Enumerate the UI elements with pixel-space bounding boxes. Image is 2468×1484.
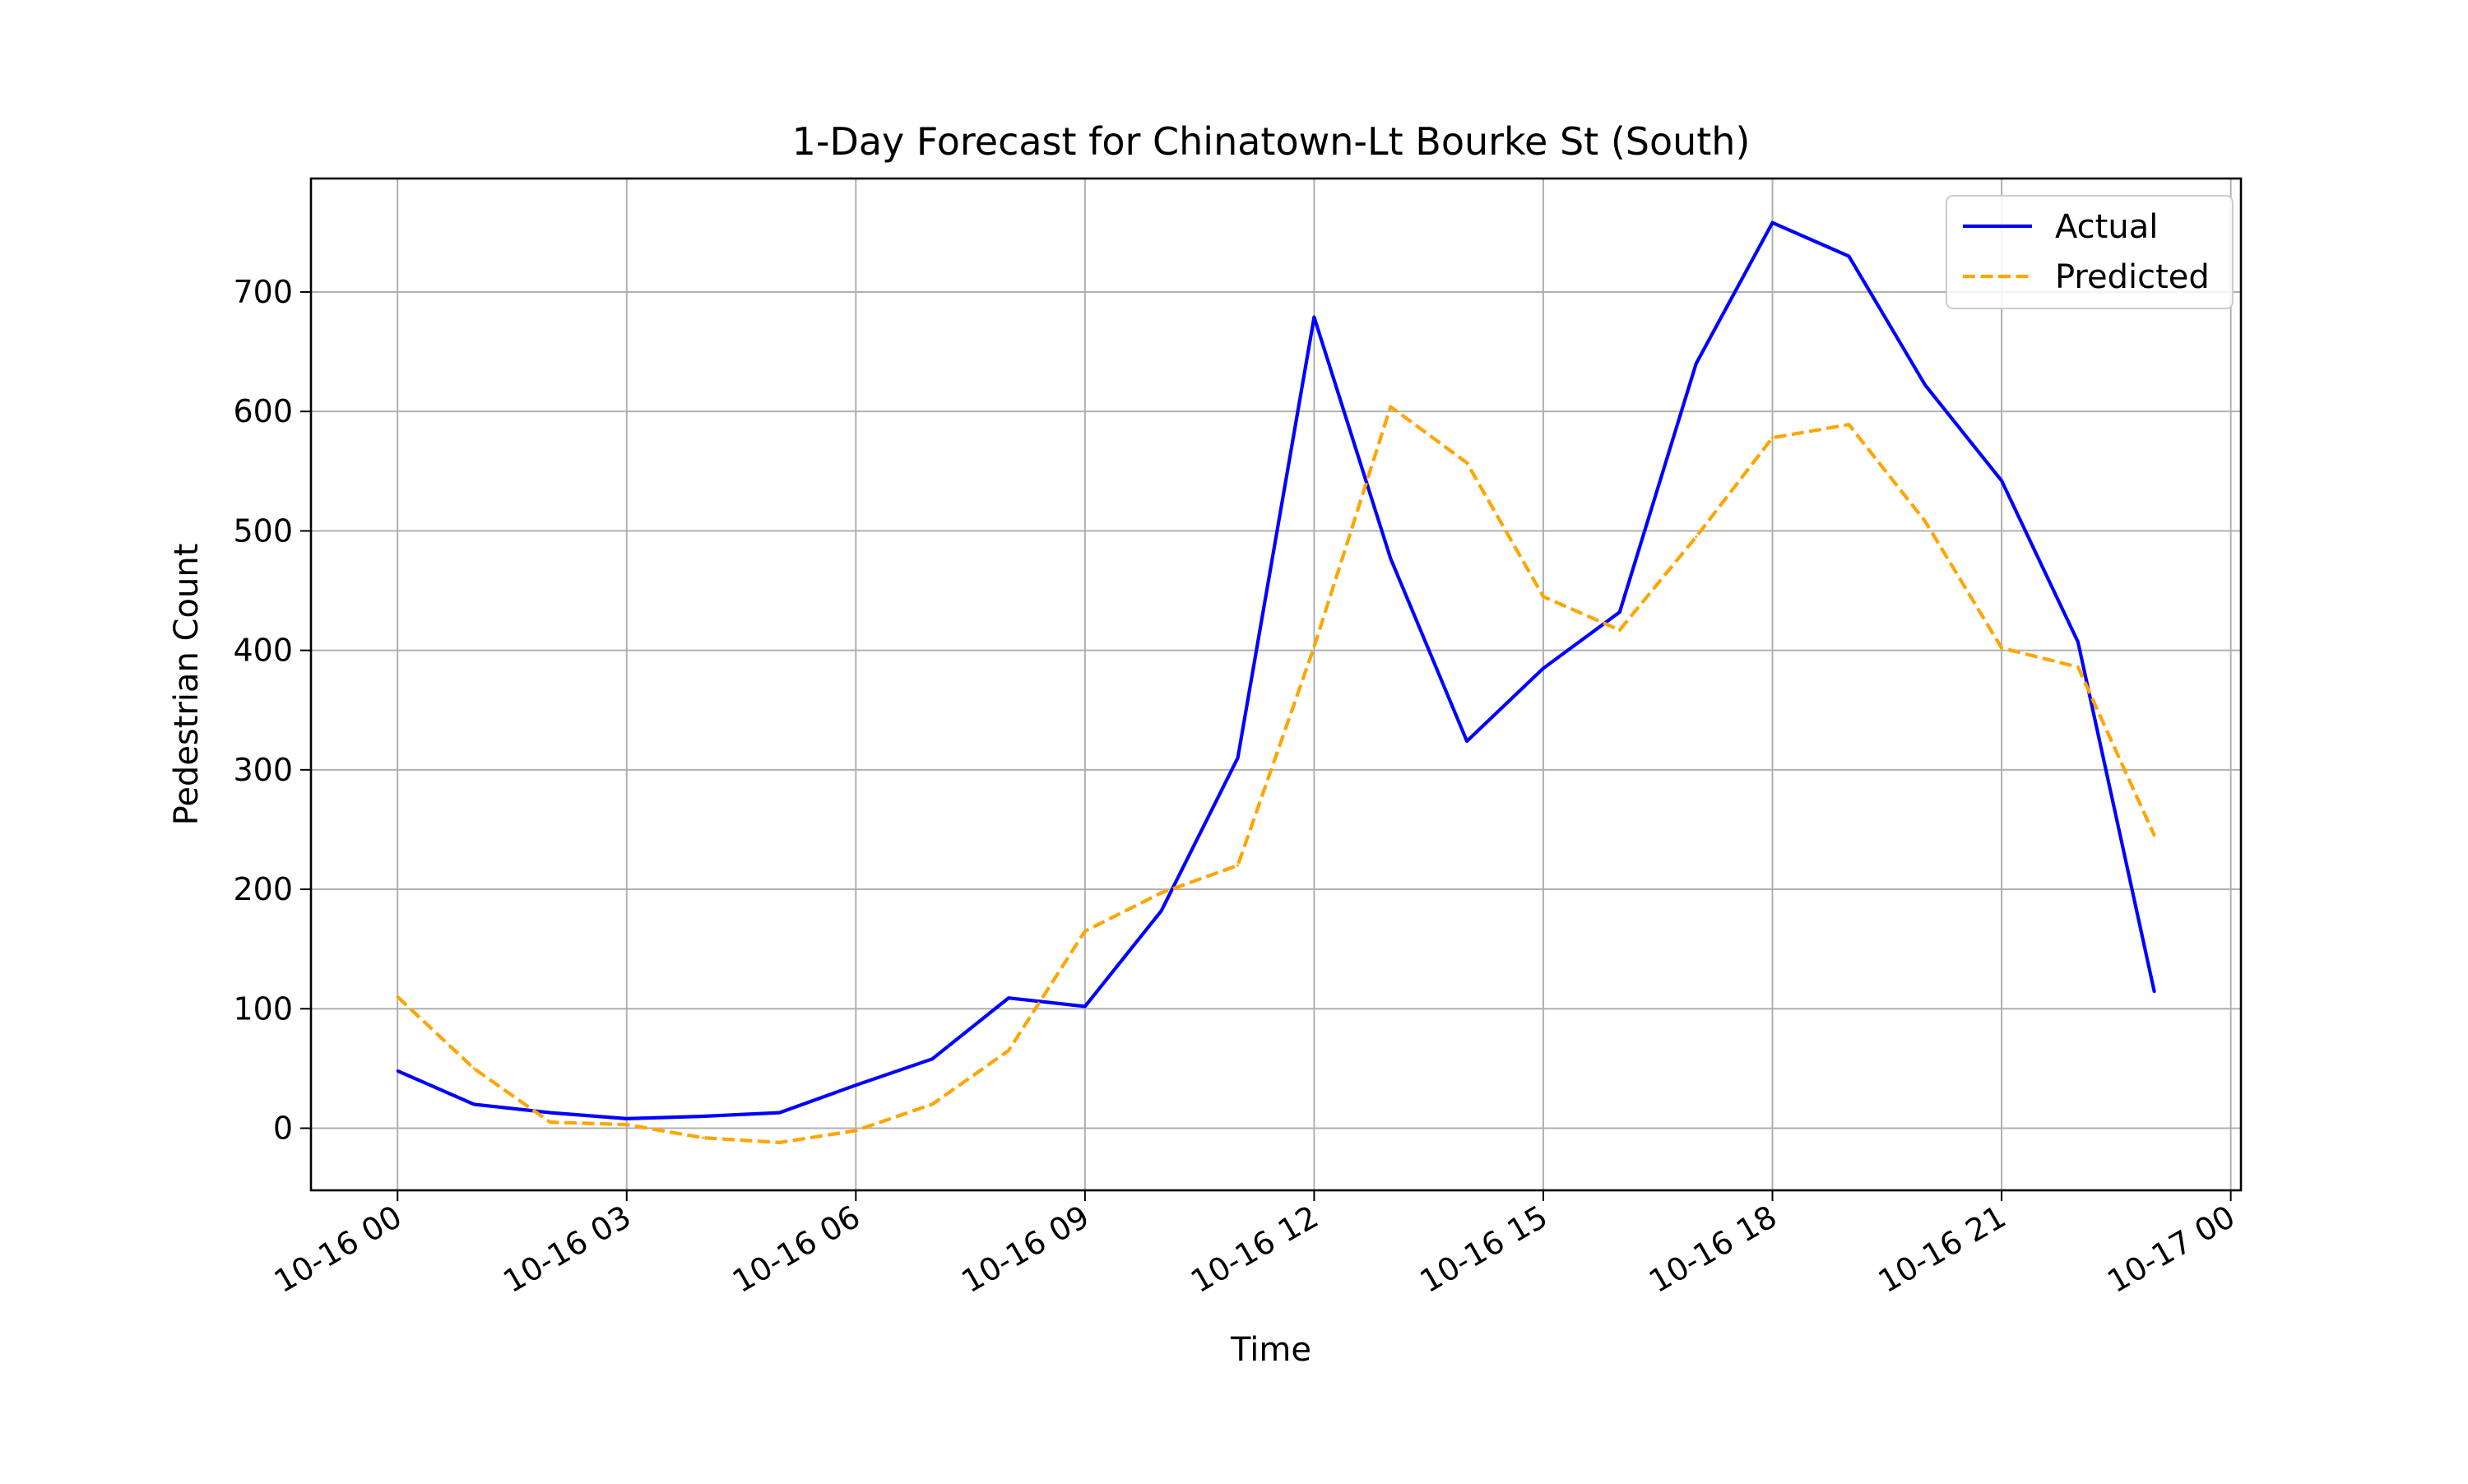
data-point — [1542, 666, 1545, 670]
y-tick-label: 200 — [233, 871, 293, 907]
data-point — [2153, 990, 2156, 994]
data-point — [625, 1123, 629, 1126]
y-tick-label: 600 — [233, 393, 293, 429]
data-point — [472, 1067, 476, 1070]
data-point — [1465, 461, 1468, 465]
data-point — [2000, 479, 2003, 482]
data-point — [1771, 436, 1774, 439]
data-point — [396, 995, 399, 999]
data-point — [1847, 423, 1850, 426]
data-point — [2076, 665, 2080, 669]
series-line-actual — [397, 220, 2156, 1121]
data-point — [1083, 930, 1087, 933]
data-point — [549, 1120, 552, 1124]
data-point — [702, 1136, 705, 1139]
data-point — [1389, 405, 1392, 408]
y-tick-label: 400 — [233, 633, 293, 669]
data-point — [702, 1115, 705, 1118]
data-point — [1465, 740, 1468, 743]
data-point — [625, 1117, 629, 1120]
data-point — [2076, 640, 2080, 643]
data-point — [1771, 221, 1774, 225]
chart-title: 1-Day Forecast for Chinatown-Lt Bourke S… — [792, 119, 1751, 164]
data-point — [549, 1111, 552, 1115]
data-point — [1542, 595, 1545, 598]
data-point — [1847, 254, 1850, 257]
data-point — [1160, 891, 1163, 894]
plot-frame — [309, 177, 2243, 1192]
y-tick-label: 500 — [233, 512, 293, 549]
data-point — [396, 1069, 399, 1073]
data-point — [1007, 1049, 1010, 1052]
data-point — [472, 1102, 476, 1106]
data-point — [1083, 1004, 1087, 1008]
data-point — [854, 1083, 857, 1087]
data-point — [1312, 645, 1315, 648]
legend-label: Predicted — [2055, 258, 2210, 296]
y-tick-label: 100 — [233, 990, 293, 1027]
y-tick-label: 300 — [233, 752, 293, 788]
legend-label: Actual — [2055, 208, 2158, 246]
legend: Actual Predicted — [1946, 195, 2234, 309]
data-point — [2000, 647, 2003, 650]
data-point — [777, 1111, 781, 1115]
data-point — [1007, 996, 1010, 999]
y-tick-label: 0 — [273, 1110, 293, 1146]
data-point — [930, 1102, 934, 1106]
series-layer — [396, 220, 2156, 1145]
x-axis-label: Time — [1230, 1331, 1311, 1369]
data-point — [2153, 834, 2156, 837]
data-point — [854, 1129, 857, 1132]
data-point — [1312, 315, 1315, 318]
data-point — [1618, 610, 1621, 614]
series-predicted — [396, 405, 2156, 1145]
data-point — [1923, 383, 1927, 387]
grid — [311, 179, 2241, 1190]
y-tick-label: 700 — [233, 274, 293, 310]
data-point — [1236, 756, 1240, 759]
data-point — [1618, 628, 1621, 632]
data-point — [1389, 557, 1392, 560]
data-point — [930, 1057, 934, 1060]
data-point — [1695, 362, 1698, 365]
series-line-predicted — [396, 405, 2156, 1145]
y-axis-label: Pedestrian Count — [168, 544, 206, 826]
legend-frame — [1946, 195, 2234, 309]
data-point — [1236, 864, 1240, 867]
data-point — [777, 1141, 781, 1144]
y-axis: 0 100 200 300 400 500 600 700 — [233, 274, 311, 1146]
series-actual — [396, 220, 2156, 1121]
data-point — [1695, 536, 1698, 539]
data-point — [1923, 520, 1927, 523]
data-point — [1160, 909, 1163, 912]
